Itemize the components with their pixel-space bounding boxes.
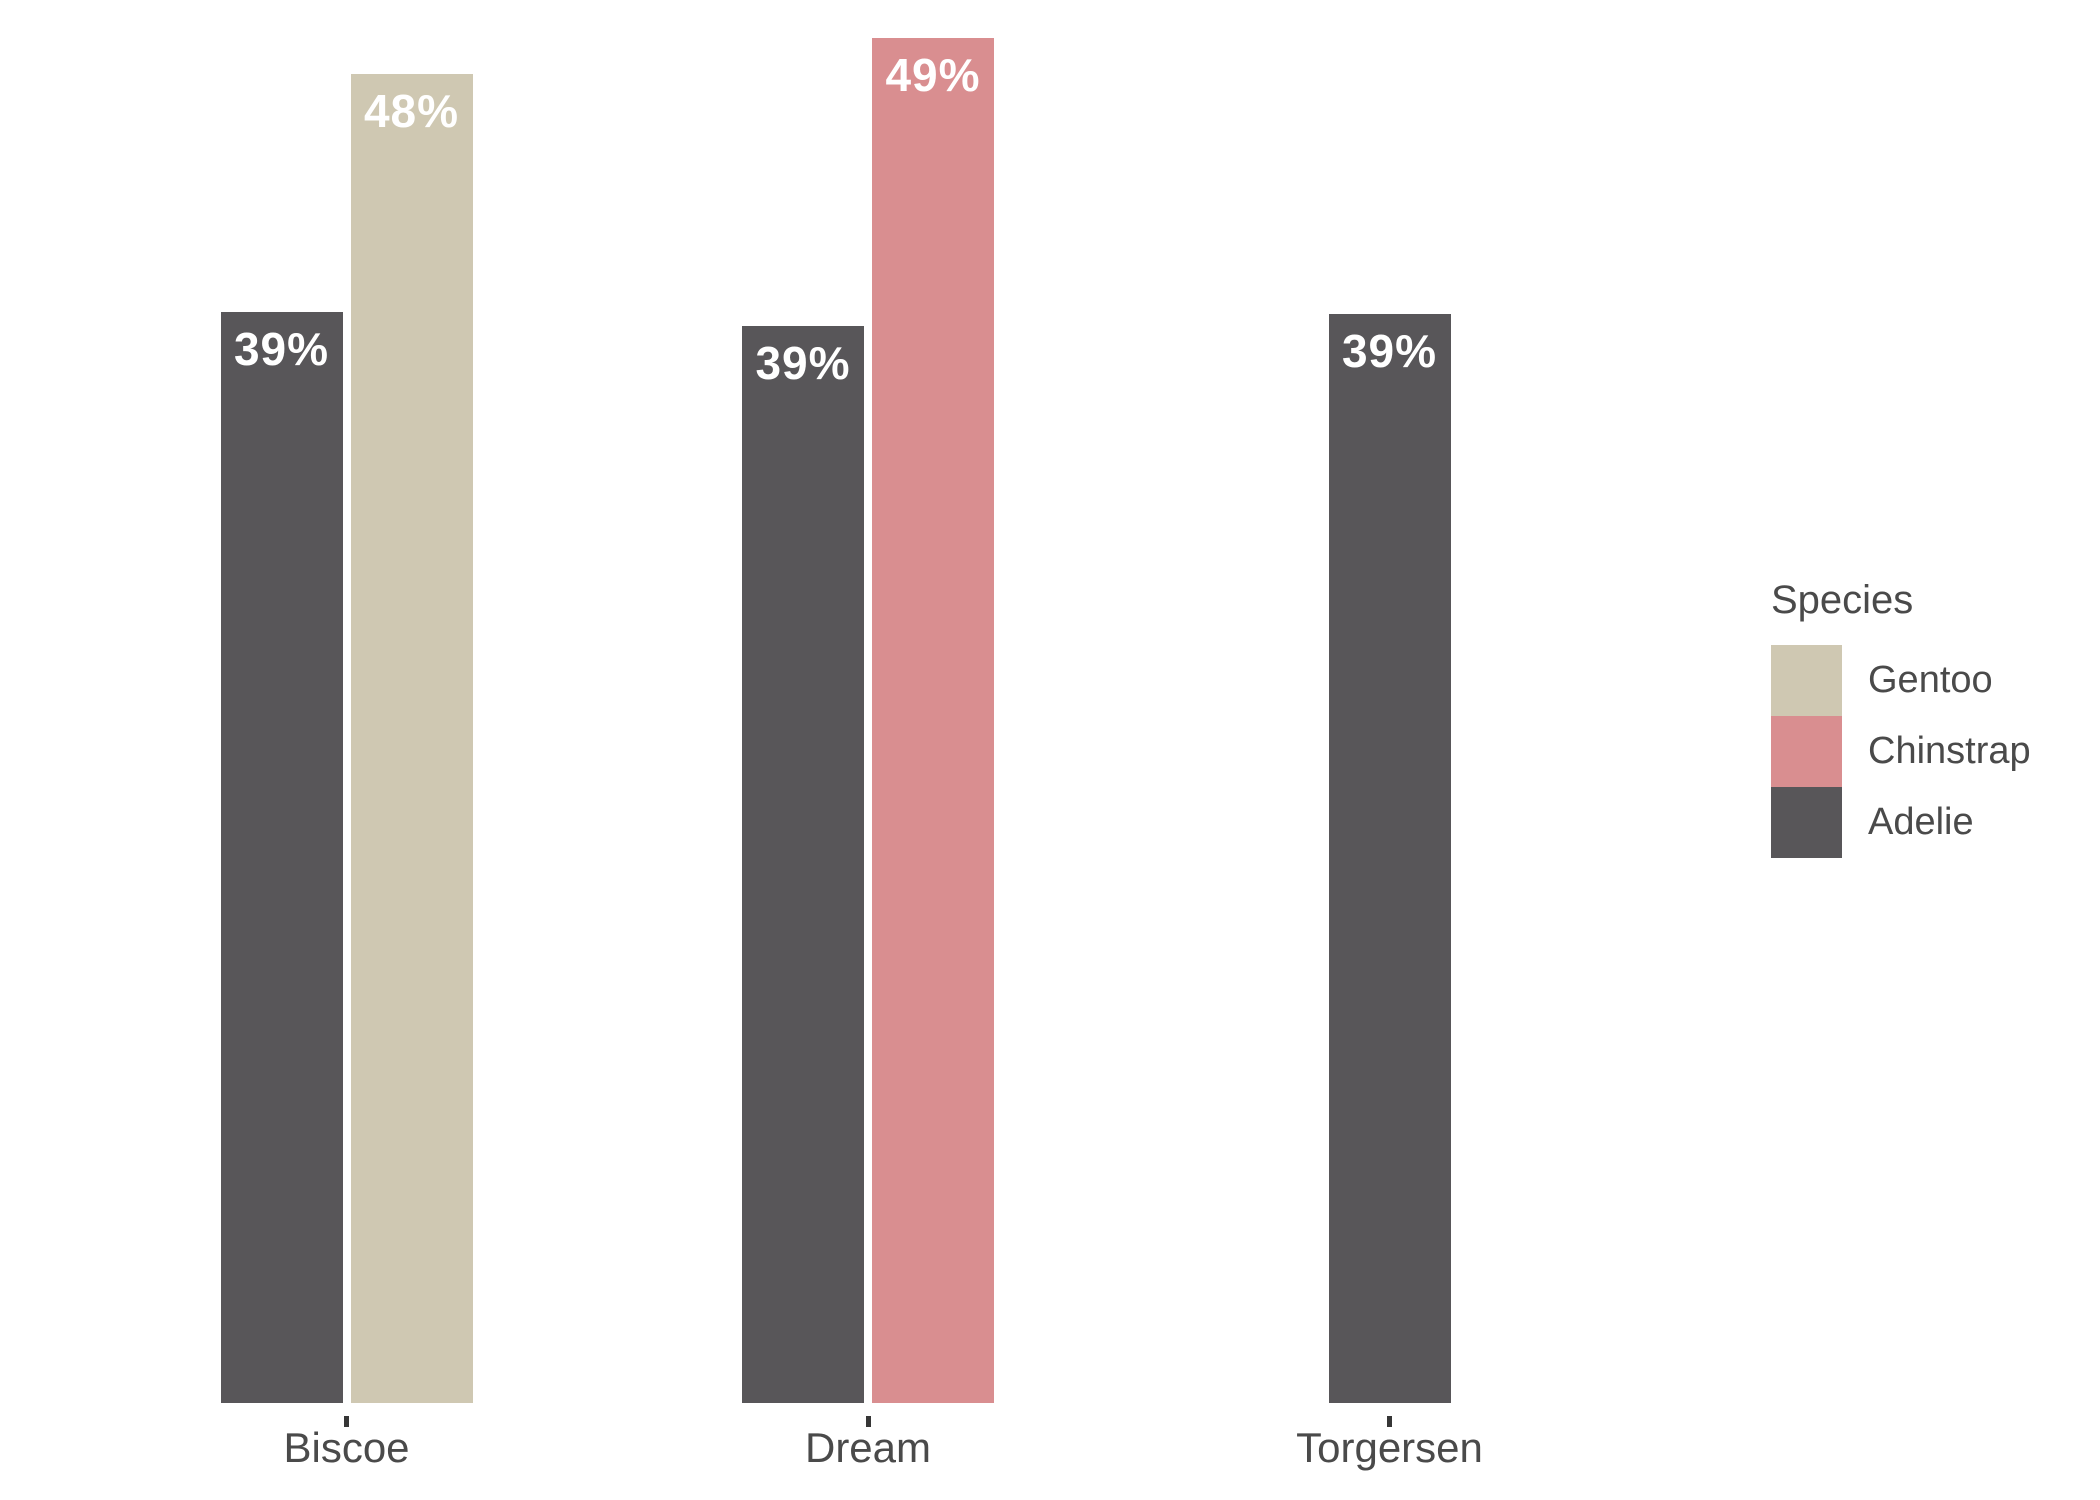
x-axis-label-torgersen: Torgersen [1296, 1424, 1483, 1471]
legend: Species Gentoo Chinstrap Adelie [1771, 578, 2031, 858]
legend-swatch-adelie-icon [1771, 787, 1842, 858]
legend-swatch-chinstrap-icon [1771, 716, 1842, 787]
x-axis-label-biscoe: Biscoe [283, 1424, 410, 1471]
bar-adelie-biscoe: 39% [220, 312, 343, 1403]
legend-label-gentoo: Gentoo [1868, 659, 1993, 701]
bar-value-label: 39% [755, 337, 851, 390]
legend-entry-gentoo: Gentoo [1771, 645, 2031, 716]
bar-gentoo-biscoe: 48% [350, 74, 473, 1403]
x-axis-tick [865, 1416, 871, 1427]
bar-value-label: 48% [363, 85, 460, 138]
x-axis-tick [1387, 1416, 1392, 1427]
bar-adelie-torgersen: 39% [1328, 313, 1451, 1403]
bar-chinstrap-dream: 49% [872, 38, 994, 1403]
bar-value-label: 49% [885, 49, 981, 101]
bar-value-label: 39% [1341, 324, 1438, 377]
legend-label-chinstrap: Chinstrap [1868, 730, 2031, 772]
legend-entries: Gentoo Chinstrap Adelie [1771, 645, 2031, 858]
legend-entry-adelie: Adelie [1771, 787, 2031, 858]
legend-swatch-gentoo-icon [1771, 645, 1842, 716]
legend-title: Species [1771, 578, 1914, 622]
x-axis-label-dream: Dream [804, 1424, 932, 1471]
bar-value-label: 39% [233, 323, 330, 376]
legend-label-adelie: Adelie [1868, 801, 1974, 843]
x-axis-tick [344, 1416, 349, 1427]
legend-entry-chinstrap: Chinstrap [1771, 716, 2031, 787]
bar-adelie-dream: 39% [742, 326, 864, 1403]
